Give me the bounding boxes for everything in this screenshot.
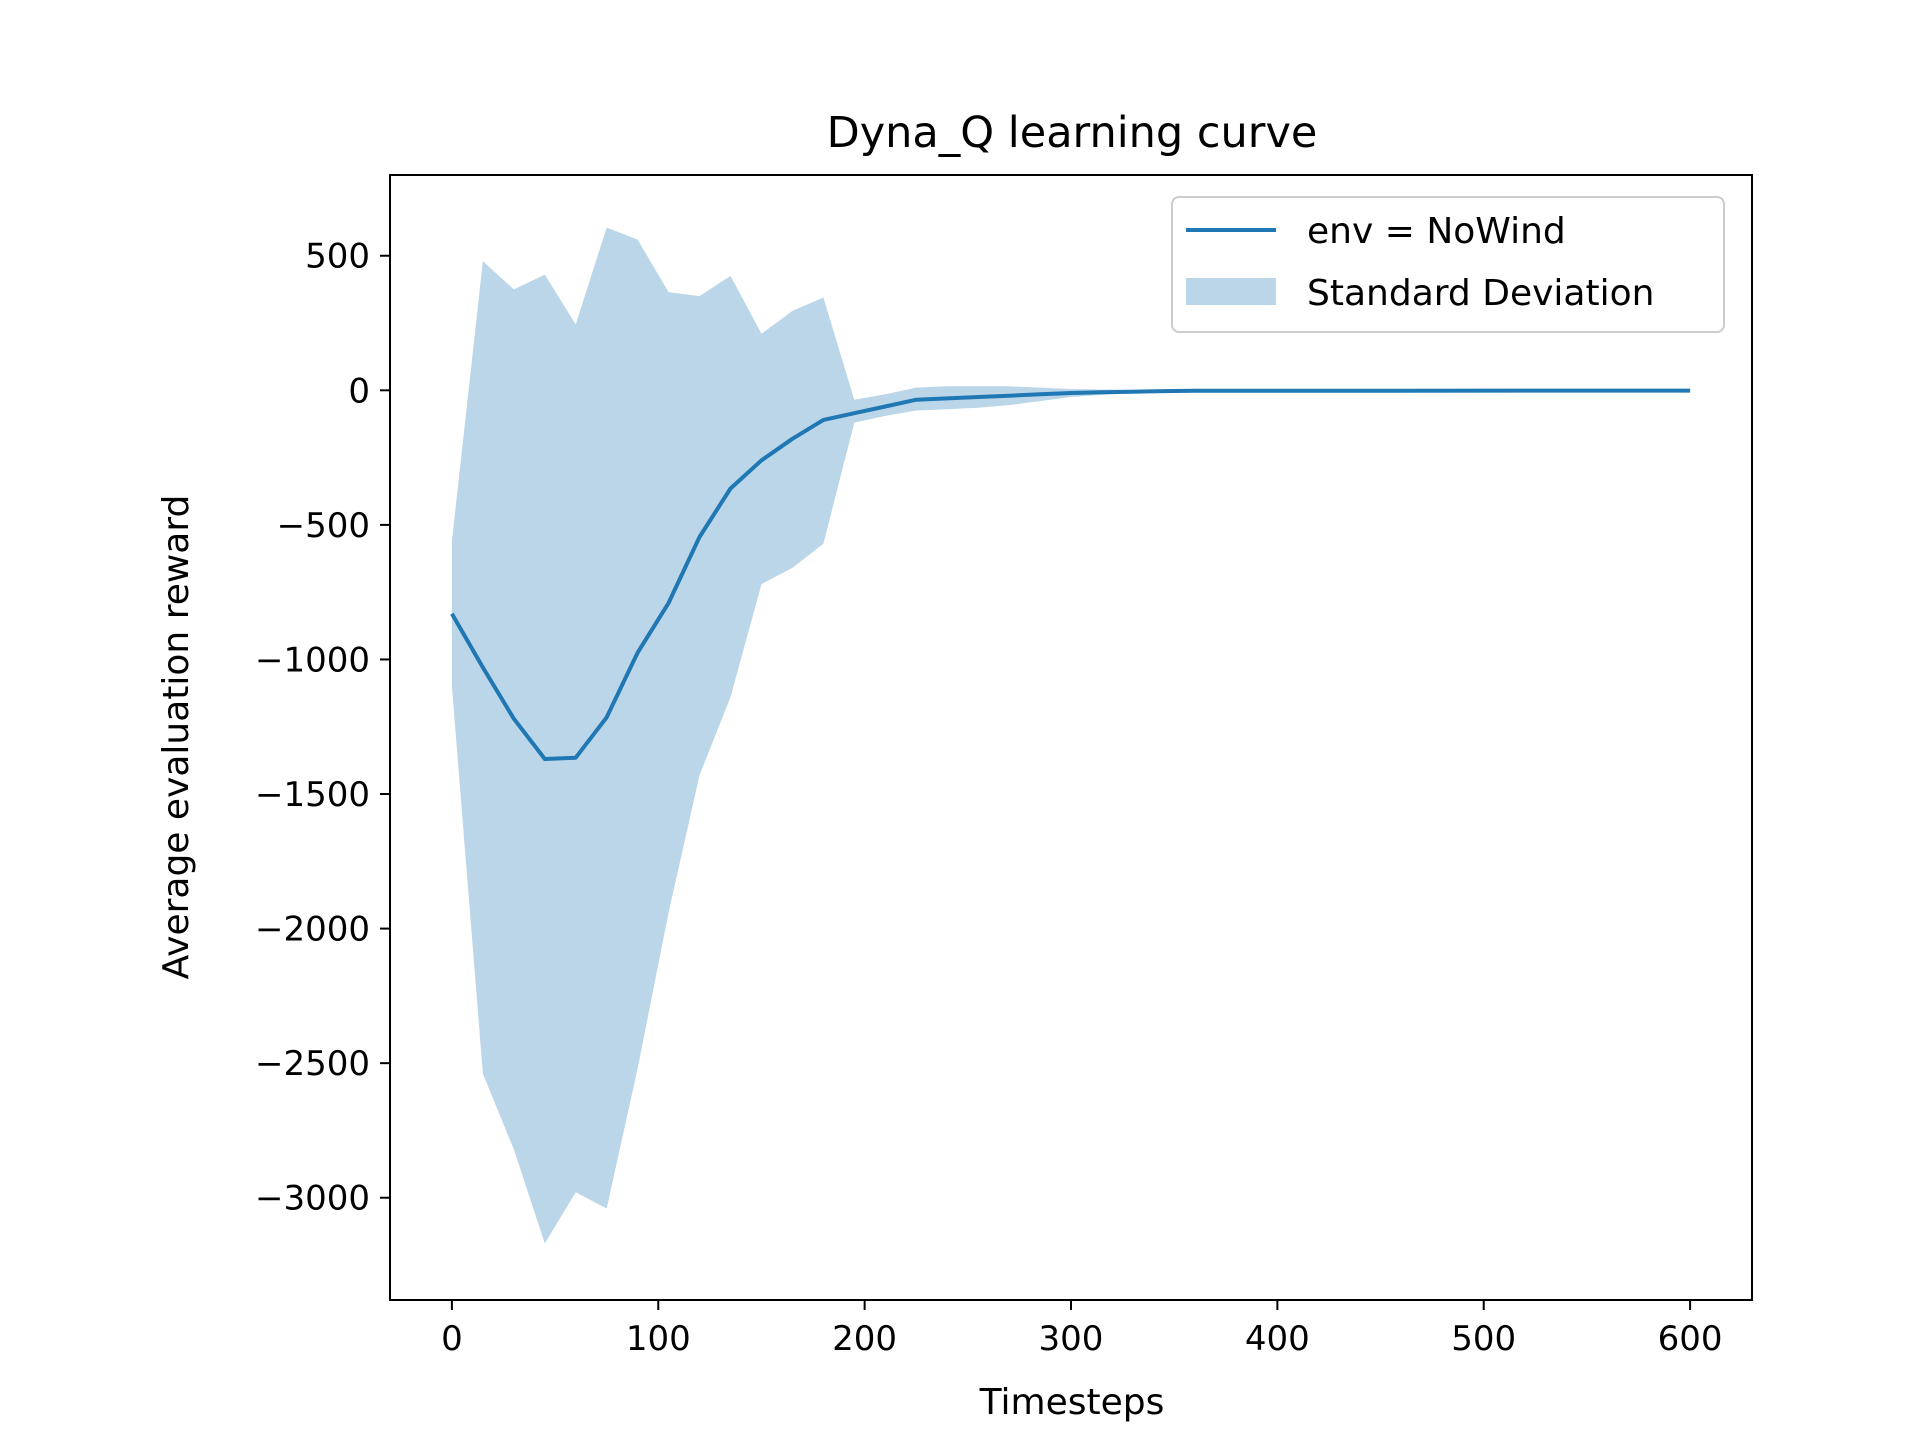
legend-band-swatch (1186, 278, 1276, 305)
y-tick-label: −1500 (255, 775, 370, 815)
x-tick-label: 500 (1451, 1319, 1516, 1359)
y-tick-label: 0 (348, 371, 370, 411)
y-tick-label: −2500 (255, 1044, 370, 1084)
legend-box (1171, 196, 1725, 333)
x-axis-ticks: 0 100 200 300 400 500 600 (441, 1300, 1723, 1359)
x-tick-label: 300 (1039, 1319, 1104, 1359)
legend: env = NoWind Standard Deviation (1171, 196, 1725, 333)
chart-title: Dyna_Q learning curve (827, 108, 1318, 158)
y-tick-label: −3000 (255, 1179, 370, 1219)
std-deviation-band (451, 227, 1691, 1244)
x-tick-label: 400 (1245, 1319, 1310, 1359)
x-tick-label: 0 (441, 1319, 463, 1359)
x-tick-label: 100 (626, 1319, 691, 1359)
series-line-layer (450, 388, 1691, 761)
y-tick-label: −2000 (255, 910, 370, 950)
x-tick-label: 200 (832, 1319, 897, 1359)
legend-label-band: Standard Deviation (1307, 273, 1654, 314)
y-tick-label: 500 (305, 237, 370, 277)
std-band-layer (451, 227, 1691, 1244)
x-tick-label: 600 (1658, 1319, 1723, 1359)
y-axis-title: Average evaluation reward (156, 495, 197, 980)
series-line-0 (450, 388, 1691, 761)
y-axis-ticks: 500 0 −500 −1000 −1500 −2000 −2500 −3000 (255, 237, 390, 1219)
y-tick-label: −1000 (255, 640, 370, 680)
x-axis-title: Timesteps (979, 1382, 1165, 1423)
legend-label-series: env = NoWind (1307, 211, 1566, 252)
y-tick-label: −500 (277, 506, 370, 546)
